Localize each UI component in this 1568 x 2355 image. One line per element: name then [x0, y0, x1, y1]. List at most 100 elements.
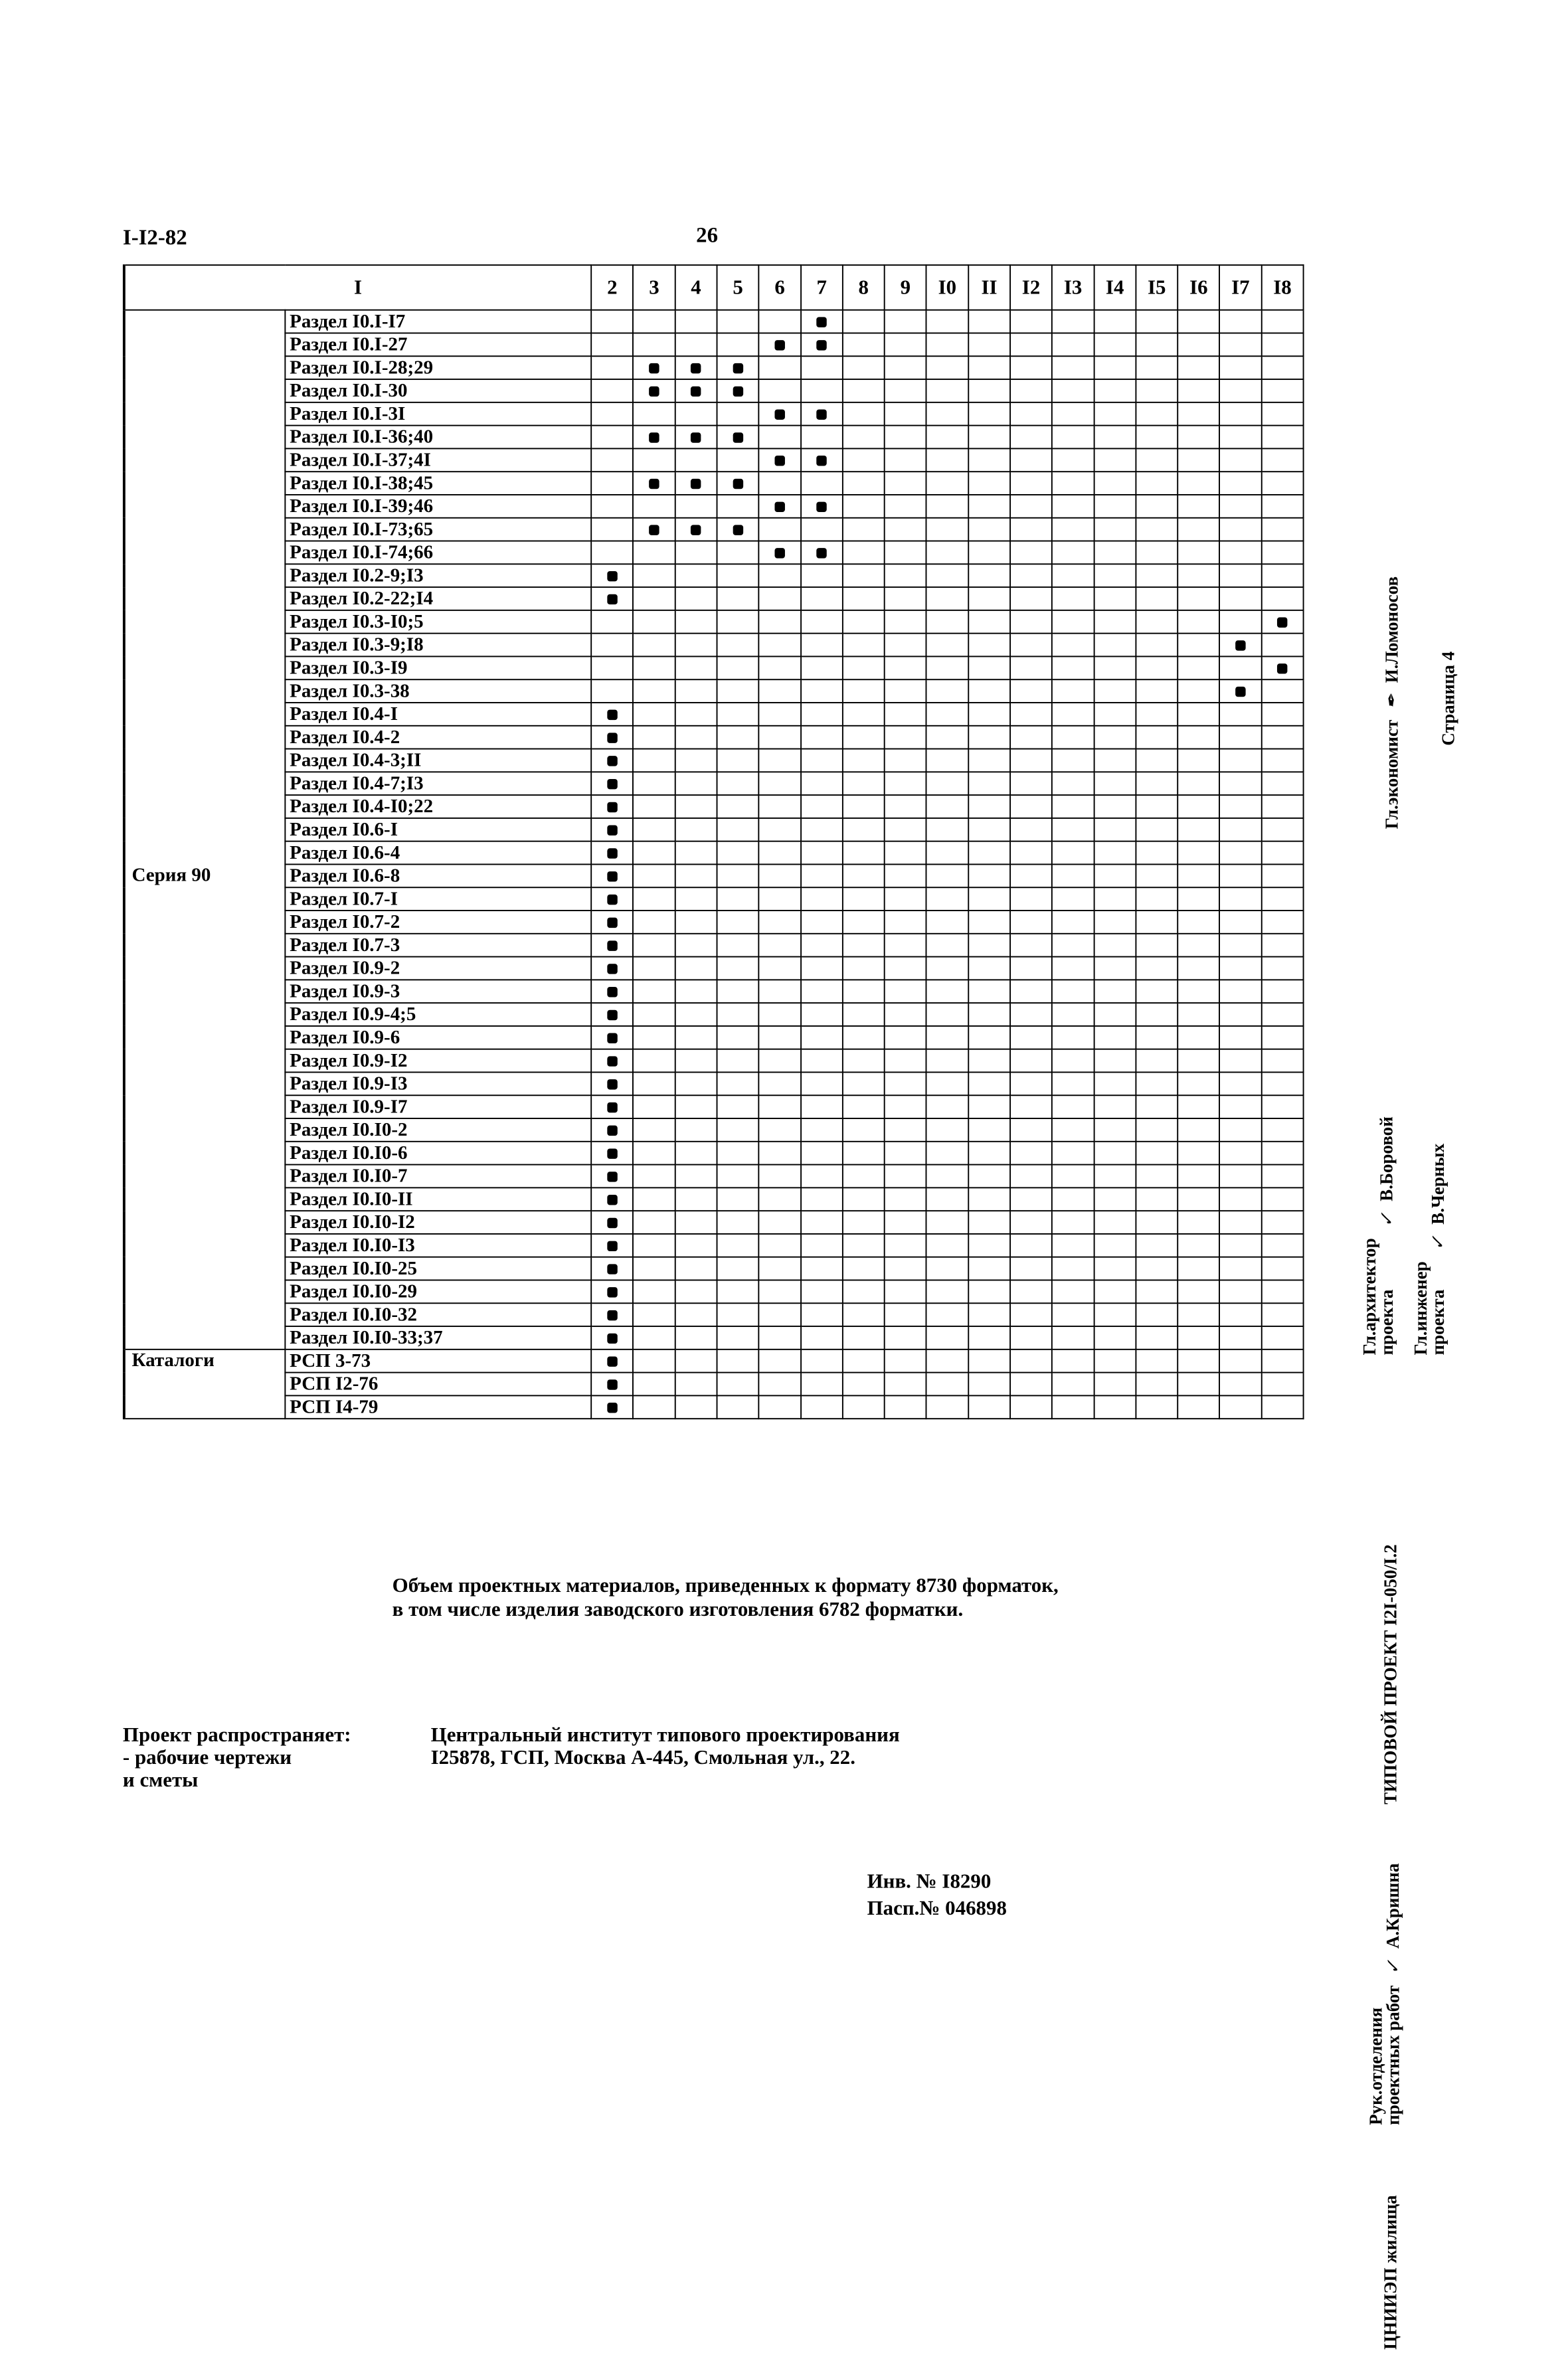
cell [717, 310, 759, 333]
cell [759, 426, 801, 449]
table-block: I23456789I0III2I3I4I5I6I7I8Серия 90Разде… [123, 264, 1304, 1419]
cell [1136, 564, 1177, 587]
cell [843, 564, 885, 587]
cell [885, 911, 926, 934]
cell [1052, 1118, 1094, 1142]
cell [717, 634, 759, 657]
cell [591, 1350, 633, 1373]
cell [801, 426, 843, 449]
cell [1136, 818, 1177, 841]
cell [1010, 1165, 1052, 1188]
data-table: I23456789I0III2I3I4I5I6I7I8Серия 90Разде… [123, 264, 1304, 1419]
cell [591, 749, 633, 772]
cell [1261, 864, 1303, 887]
table-row: Раздел I0.I0-2 [124, 1118, 1304, 1142]
cell [717, 541, 759, 565]
cell [675, 448, 717, 472]
cell [633, 841, 675, 865]
cell [1261, 1211, 1303, 1234]
cell [1094, 980, 1136, 1003]
table-row: Раздел I0.9-2 [124, 957, 1304, 980]
cell [675, 934, 717, 957]
cell [1219, 1326, 1261, 1350]
table-row: Раздел I0.3-38 [124, 679, 1304, 703]
cell [633, 634, 675, 657]
cell [1261, 703, 1303, 726]
cell [1136, 703, 1177, 726]
cell [843, 1350, 885, 1373]
cell [926, 1395, 968, 1419]
cell [885, 564, 926, 587]
cell [717, 1211, 759, 1234]
cell [926, 1257, 968, 1280]
cell [1261, 1303, 1303, 1326]
dot-mark [607, 987, 617, 997]
cell [1094, 564, 1136, 587]
cell [1219, 887, 1261, 911]
cell [926, 818, 968, 841]
table-row: Раздел I0.I-39;46 [124, 495, 1304, 518]
cell [1261, 610, 1303, 634]
cell [1094, 1395, 1136, 1419]
table-row: Раздел I0.I0-32 [124, 1303, 1304, 1326]
cell [843, 495, 885, 518]
cell [968, 818, 1010, 841]
cell [843, 679, 885, 703]
cell [717, 841, 759, 865]
dot-mark [607, 1265, 617, 1274]
cell [926, 841, 968, 865]
cell [885, 379, 926, 402]
cell [1261, 841, 1303, 865]
cell [885, 1303, 926, 1326]
dot-mark [607, 941, 617, 951]
cell [1010, 472, 1052, 495]
cell [675, 1280, 717, 1304]
cell [591, 356, 633, 379]
cell [1010, 887, 1052, 911]
distribution-block: Проект распространяет: - рабочие чертежи… [123, 1723, 1394, 1791]
cell [926, 1280, 968, 1304]
row-label: Раздел I0.2-22;I4 [285, 587, 591, 610]
cell [1094, 1003, 1136, 1026]
table-row: Раздел I0.I-73;65 [124, 518, 1304, 541]
row-label: Раздел I0.9-I7 [285, 1095, 591, 1118]
row-label: Раздел I0.I-36;40 [285, 426, 591, 449]
cell [1010, 402, 1052, 426]
cell [968, 772, 1010, 795]
row-label: Раздел I0.9-4;5 [285, 1003, 591, 1026]
row-label: РСП I2-76 [285, 1373, 591, 1396]
dot-mark [607, 1379, 617, 1389]
dot-mark [607, 1334, 617, 1344]
cell [633, 379, 675, 402]
row-label: РСП I4-79 [285, 1395, 591, 1419]
cell [1094, 887, 1136, 911]
cell [1261, 1187, 1303, 1211]
cell [675, 1303, 717, 1326]
cell [885, 679, 926, 703]
dot-mark [607, 733, 617, 743]
col-header-I3: I3 [1052, 265, 1094, 310]
cell [759, 1187, 801, 1211]
cell [759, 1373, 801, 1396]
dot-mark [607, 1357, 617, 1367]
cell [843, 402, 885, 426]
row-label: Раздел I0.2-9;I3 [285, 564, 591, 587]
cell [1261, 541, 1303, 565]
cell [926, 564, 968, 587]
cell [591, 1234, 633, 1257]
cell [1177, 356, 1219, 379]
cell [843, 1234, 885, 1257]
cell [633, 1373, 675, 1396]
col-header-I2: I2 [1010, 265, 1052, 310]
cell [717, 495, 759, 518]
cell [1219, 379, 1261, 402]
cell [759, 1003, 801, 1026]
cell [801, 841, 843, 865]
cell [759, 1326, 801, 1350]
cell [633, 703, 675, 726]
cell [1219, 1280, 1261, 1304]
cell [885, 1373, 926, 1396]
cell [1010, 518, 1052, 541]
cell [926, 934, 968, 957]
cell [1177, 541, 1219, 565]
